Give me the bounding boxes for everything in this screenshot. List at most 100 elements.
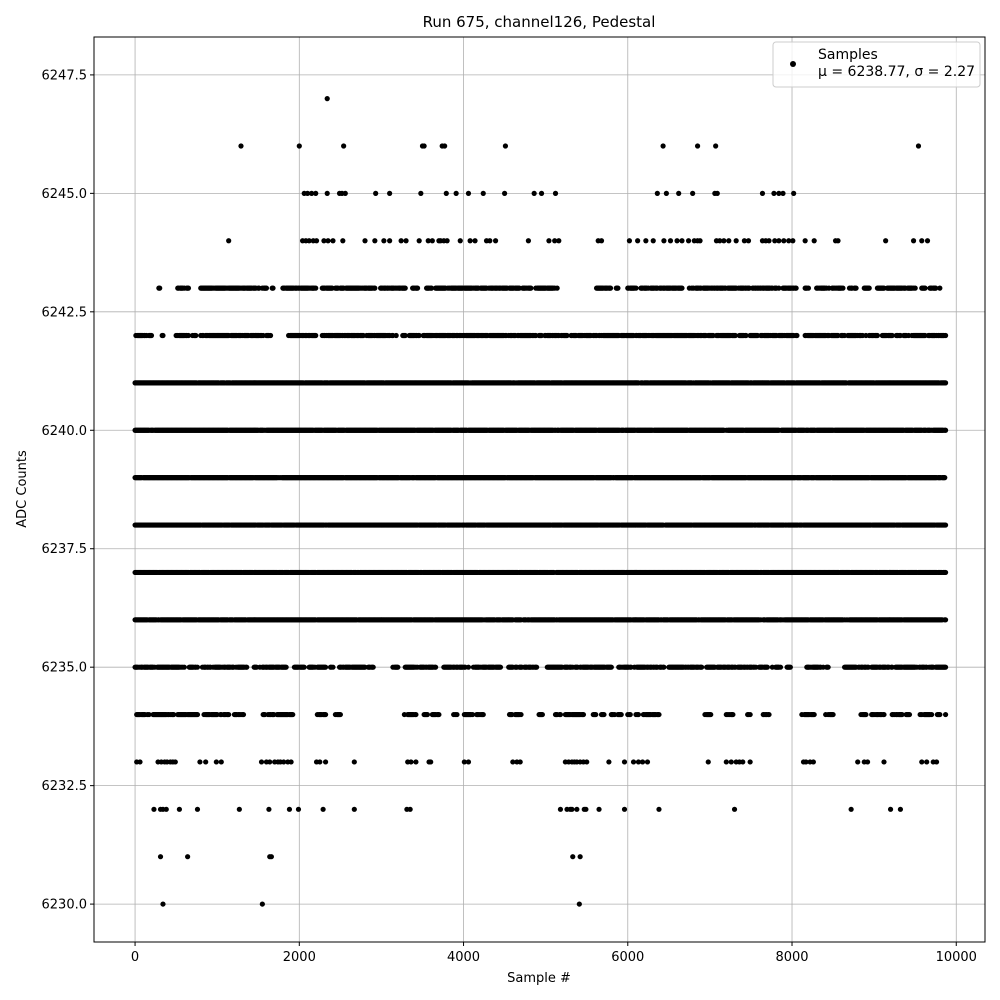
data-point <box>690 190 696 196</box>
data-point <box>552 238 558 244</box>
data-point <box>598 238 605 244</box>
data-point <box>835 238 841 244</box>
data-point <box>325 238 331 244</box>
data-point <box>398 238 404 244</box>
data-point <box>556 238 562 244</box>
data-point <box>226 238 232 244</box>
data-point <box>776 238 782 244</box>
data-point <box>421 143 427 149</box>
data-point <box>759 190 766 196</box>
data-point <box>324 190 330 196</box>
data-point <box>416 238 422 244</box>
data-point <box>661 238 667 244</box>
data-point <box>306 238 312 244</box>
data-point <box>635 238 641 244</box>
data-point <box>942 475 948 481</box>
data-point <box>733 238 739 244</box>
data-point <box>341 143 347 149</box>
data-point <box>791 190 797 196</box>
data-point <box>942 427 949 433</box>
data-point <box>372 238 378 244</box>
data-point <box>340 238 346 244</box>
data-point <box>942 522 949 528</box>
data-point <box>313 238 320 244</box>
data-point <box>425 238 431 244</box>
data-point <box>313 190 319 196</box>
data-point <box>771 190 777 196</box>
data-point <box>403 238 409 244</box>
data-point <box>309 190 315 196</box>
data-point <box>919 238 925 244</box>
data-point <box>444 238 450 244</box>
data-point <box>502 190 508 196</box>
data-point <box>883 238 889 244</box>
data-point <box>766 238 772 244</box>
data-point <box>663 190 669 196</box>
data-point <box>480 190 486 196</box>
data-point <box>502 143 509 149</box>
data-point <box>487 238 493 244</box>
data-point <box>660 143 666 149</box>
data-point <box>697 238 703 244</box>
data-point <box>790 238 796 244</box>
data-point <box>238 143 244 149</box>
data-point <box>457 238 463 244</box>
data-point <box>552 190 559 196</box>
data-point <box>643 238 649 244</box>
data-point <box>786 238 792 244</box>
data-point <box>387 190 393 196</box>
data-point <box>721 238 727 244</box>
data-point <box>472 238 478 244</box>
data-point <box>418 190 424 196</box>
data-point <box>915 143 922 149</box>
data-point <box>538 190 545 196</box>
data-point <box>942 380 949 386</box>
data-point <box>330 238 336 244</box>
data-point <box>525 238 532 244</box>
data-point <box>626 238 633 244</box>
data-point <box>453 190 459 196</box>
data-point <box>342 190 348 196</box>
data-point <box>373 190 379 196</box>
data-point <box>910 238 917 244</box>
data-point <box>802 238 808 244</box>
data-point <box>685 238 692 244</box>
data-point <box>713 143 719 149</box>
data-point <box>781 238 787 244</box>
data-point <box>776 190 782 196</box>
data-point <box>531 190 537 196</box>
data-point <box>674 238 680 244</box>
chart-title: Run 675, channel126, Pedestal <box>423 13 656 31</box>
data-point <box>772 238 778 244</box>
data-point <box>443 190 449 196</box>
data-point <box>381 238 387 244</box>
data-point <box>717 238 723 244</box>
data-point <box>714 190 720 196</box>
data-point <box>667 238 674 244</box>
data-point <box>924 238 931 244</box>
data-point <box>942 569 949 576</box>
data-point <box>442 143 448 149</box>
data-point <box>654 190 660 196</box>
data-point <box>362 238 368 244</box>
data-point <box>324 96 330 102</box>
data-point <box>745 238 752 244</box>
data-point <box>676 190 682 196</box>
data-point <box>467 238 473 244</box>
data-point <box>546 238 552 244</box>
data-point <box>465 190 472 196</box>
data-point <box>296 143 302 149</box>
data-point <box>726 238 732 244</box>
data-point <box>492 238 499 244</box>
data-points <box>132 96 949 907</box>
data-point <box>780 190 786 196</box>
data-point <box>321 238 327 244</box>
data-point <box>679 238 685 244</box>
data-point <box>811 238 817 244</box>
data-point <box>694 143 701 149</box>
data-point <box>429 238 435 244</box>
data-point <box>741 238 747 244</box>
